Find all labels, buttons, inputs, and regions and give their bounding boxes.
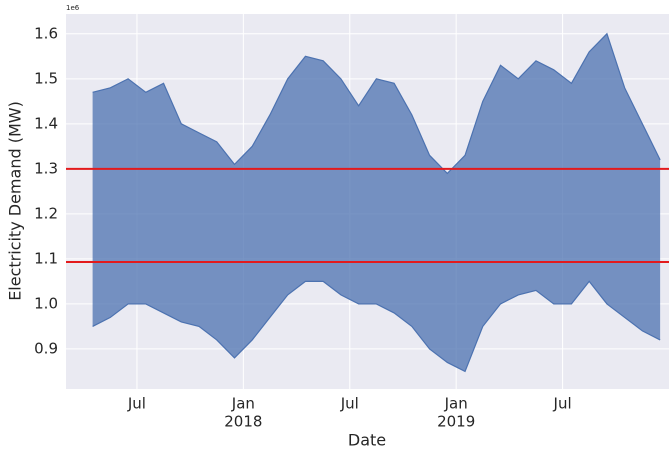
y-tick-label: 1.3 <box>34 159 58 177</box>
y-tick-label: 1.1 <box>34 249 58 267</box>
demand-line <box>92 280 661 373</box>
demand-line <box>92 32 661 175</box>
y-tick-label: 0.9 <box>34 339 58 357</box>
y-tick-label: 1.5 <box>34 69 58 87</box>
x-tick-year: 2018 <box>224 413 262 431</box>
x-tick-year: 2019 <box>437 413 475 431</box>
y-tick-label: 1.0 <box>34 294 58 312</box>
x-tick-label: Jan <box>231 395 255 413</box>
offset-label: 1e6 <box>66 4 80 12</box>
y-tick-label: 1.6 <box>34 24 58 42</box>
y-tick-label: 1.4 <box>34 114 58 132</box>
x-tick-label: Jan <box>444 395 468 413</box>
y-tick-label: 1.2 <box>34 204 58 222</box>
demand-band <box>92 33 661 372</box>
x-axis-label: Date <box>348 431 386 450</box>
x-tick-label: Jul <box>127 395 146 413</box>
y-axis-label: Electricity Demand (MW) <box>6 101 25 301</box>
x-tick-label: Jul <box>553 395 572 413</box>
x-tick-label: Jul <box>340 395 359 413</box>
